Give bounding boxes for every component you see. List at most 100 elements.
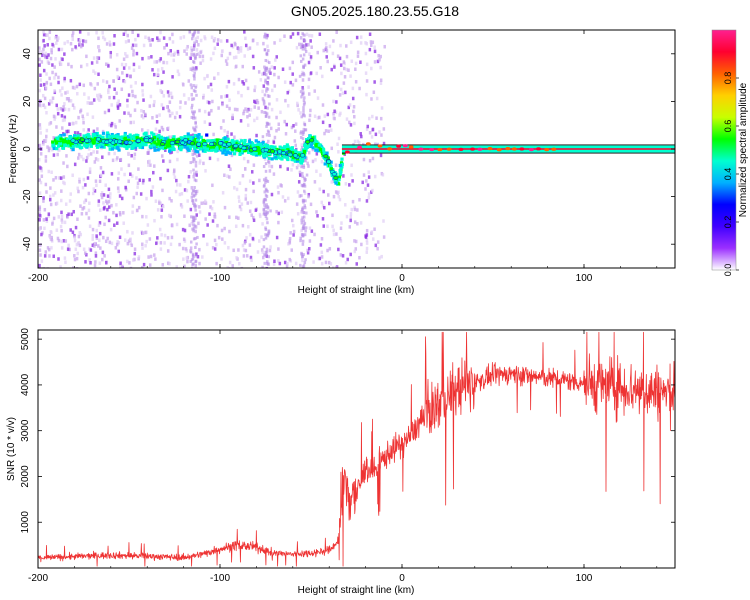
spectrogram-noise-cell: [216, 42, 219, 46]
spectrogram-noise-cell: [240, 202, 244, 206]
spectrogram-noise-cell: [179, 203, 183, 207]
spectrogram-noise-cell: [300, 143, 304, 147]
spectrogram-x-axis: -200 -100 0 100: [28, 30, 658, 284]
spectrogram-noise-cell: [316, 50, 319, 55]
spectrogram-noise-cell: [65, 97, 69, 101]
spectrogram-noise-cell: [101, 129, 105, 134]
spectrogram-noise-cell: [263, 110, 266, 114]
spectrogram-noise-cell: [146, 223, 150, 227]
spectrogram-noise-cell: [182, 237, 186, 242]
spectrogram-noise-cell: [178, 192, 182, 197]
spectrogram-noise-cell: [253, 105, 256, 109]
spectrogram-noise-cell: [332, 266, 335, 268]
spectrogram-noise-cell: [176, 157, 179, 162]
spectrogram-cell: [141, 141, 145, 145]
spectrogram-noise-cell: [237, 216, 240, 220]
spectrogram-noise-cell: [227, 164, 231, 168]
spectrogram-noise-cell: [364, 51, 368, 56]
spectrogram-noise-cell: [373, 45, 376, 50]
spectrogram-noise-cell: [57, 215, 61, 219]
spectrogram-cell: [205, 133, 209, 137]
spectrogram-noise-cell: [183, 228, 187, 233]
spectrogram-noise-cell: [192, 226, 196, 230]
spectrogram-noise-cell: [53, 89, 56, 93]
spectrogram-noise-cell: [114, 246, 118, 250]
spectrogram-noise-cell: [191, 153, 194, 157]
spectrogram-noise-cell: [66, 90, 69, 94]
spectrogram-noise-cell: [367, 170, 370, 174]
spectrogram-noise-cell: [287, 242, 290, 246]
spectrogram-noise-cell: [215, 261, 218, 266]
spectrogram-noise-cell: [235, 187, 239, 192]
spectrogram-noise-cell: [49, 99, 52, 103]
spectrogram-noise-cell: [193, 158, 196, 162]
spectrogram-noise-cell: [259, 78, 263, 82]
spectrogram-cell: [302, 149, 307, 154]
spectrogram-cell: [196, 145, 200, 150]
spectrogram-noise-cell: [262, 41, 265, 46]
spectrogram-noise-cell: [364, 71, 368, 75]
spectrogram-noise-cell: [62, 105, 65, 109]
spectrogram-noise-cell: [116, 186, 120, 190]
spectrogram-noise-cell: [118, 211, 122, 215]
spectrogram-noise-cell: [94, 157, 98, 161]
spectrogram-noise-cell: [126, 33, 129, 38]
spectrogram-noise-cell: [60, 189, 63, 193]
spectrogram-noise-cell: [349, 40, 353, 45]
spectrogram-noise-cell: [219, 39, 223, 43]
spectrogram-noise-cell: [244, 36, 247, 41]
spectrogram-noise-cell: [283, 119, 286, 124]
spectrogram-noise-cell: [173, 51, 177, 56]
spectrogram-noise-cell: [131, 93, 135, 98]
spectrogram-noise-cell: [115, 91, 118, 95]
spectrogram-noise-cell: [327, 260, 331, 265]
spectrogram-cell: [203, 149, 207, 153]
spectrogram-peak: [536, 147, 541, 151]
spectrogram-cell: [270, 157, 274, 161]
spectrogram-noise-cell: [127, 163, 131, 168]
spectrogram-noise-cell: [344, 182, 348, 186]
spectrogram-noise-cell: [168, 100, 172, 104]
spectrogram-noise-cell: [277, 220, 280, 225]
spectrogram-noise-cell: [307, 42, 310, 47]
spectrogram-noise-cell: [98, 179, 102, 184]
spectrogram-noise-cell: [81, 39, 85, 43]
spectrogram-noise-cell: [308, 247, 311, 251]
spectrogram-cell: [186, 136, 191, 140]
spectrogram-noise-cell: [307, 60, 311, 65]
spectrogram-noise-cell: [314, 158, 317, 162]
spectrogram-noise-cell: [78, 30, 82, 34]
spectrogram-noise-cell: [50, 237, 53, 242]
spectrogram-cell: [169, 144, 173, 148]
spectrogram-noise-cell: [242, 254, 246, 258]
spectrogram-noise-cell: [195, 40, 199, 44]
spectrogram-noise-cell: [286, 261, 289, 266]
spectrogram-noise-cell: [290, 168, 293, 172]
spectrogram-noise-cell: [173, 175, 177, 180]
spectrogram-noise-cell: [122, 79, 125, 83]
spectrogram-cell: [113, 142, 117, 146]
spectrogram-noise-cell: [211, 246, 215, 250]
spectrogram-noise-cell: [299, 236, 302, 240]
spectrogram-x-tick-label: -200: [28, 273, 48, 284]
spectrogram-noise-cell: [268, 102, 271, 106]
spectrogram-cell: [54, 141, 59, 145]
spectrogram-noise-cell: [51, 70, 54, 75]
spectrogram-noise-cell: [191, 160, 195, 164]
spectrogram-noise-cell: [358, 86, 361, 91]
spectrogram-noise-cell: [265, 36, 269, 40]
spectrogram-noise-cell: [338, 236, 342, 241]
spectrogram-noise-cell: [230, 43, 233, 48]
spectrogram-noise-cell: [102, 235, 105, 240]
spectrogram-noise-cell: [311, 147, 315, 152]
spectrogram-noise-cell: [267, 231, 271, 235]
spectrogram-noise-cell: [191, 253, 195, 257]
spectrogram-noise-cell: [135, 51, 139, 56]
spectrogram-noise-cell: [253, 85, 257, 89]
spectrogram-noise-cell: [193, 74, 196, 78]
spectrogram-noise-cell: [88, 167, 92, 171]
spectrogram-noise-cell: [45, 134, 48, 139]
spectrogram-cell: [171, 144, 175, 148]
spectrogram-cell: [156, 148, 160, 152]
